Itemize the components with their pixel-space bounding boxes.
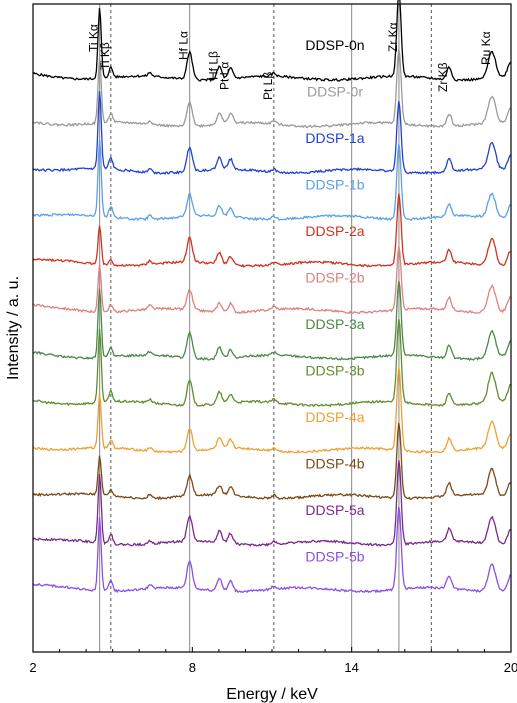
peak-label-1: Ti Kβ	[98, 42, 112, 70]
y-axis-title: Intensity / a. u.	[5, 276, 22, 380]
series-label-ddsp-5a: DDSP-5a	[305, 502, 364, 518]
spectrum-ddsp-1a	[32, 91, 512, 175]
series-label-ddsp-0r: DDSP-0r	[307, 84, 363, 100]
spectrum-ddsp-1b	[32, 139, 512, 222]
x-tick-label-14: 14	[344, 660, 358, 675]
spectrum-ddsp-4b	[32, 422, 512, 501]
spectra-series	[32, 0, 512, 594]
plot-frame	[32, 3, 512, 653]
spectrum-ddsp-0n	[32, 0, 512, 83]
series-label-ddsp-3a: DDSP-3a	[305, 316, 364, 332]
series-label-ddsp-5b: DDSP-5b	[305, 549, 364, 565]
series-label-ddsp-3b: DDSP-3b	[305, 363, 364, 379]
spectrum-ddsp-0r	[32, 48, 512, 129]
series-labels: DDSP-0n DDSP-0r DDSP-1a DDSP-1b DDSP-2a DDSP-…	[305, 37, 364, 565]
series-label-ddsp-1b: DDSP-1b	[305, 177, 364, 193]
spectrum-ddsp-5b	[32, 506, 512, 594]
series-label-ddsp-2b: DDSP-2b	[305, 270, 364, 286]
peak-label-3: Hf Lβ	[206, 51, 220, 80]
peak-label-2: Hf Lα	[177, 31, 191, 60]
series-label-ddsp-0n: DDSP-0n	[305, 37, 364, 53]
spectrum-ddsp-5a	[32, 460, 512, 547]
peak-label-5: Pt Lβ	[261, 72, 275, 100]
spectrum-ddsp-3b	[32, 318, 512, 408]
x-tick-label-20: 20	[504, 660, 517, 675]
spectrum-ddsp-2b	[32, 246, 512, 314]
peak-label-0: Ti Kα	[87, 24, 101, 52]
series-label-ddsp-4b: DDSP-4b	[305, 456, 364, 472]
spectrum-ddsp-3a	[32, 280, 512, 362]
peak-label-4: Pt Lα	[218, 62, 232, 90]
x-tick-label-2: 2	[29, 660, 36, 675]
series-label-ddsp-4a: DDSP-4a	[305, 409, 364, 425]
spectrum-ddsp-2a	[32, 193, 512, 268]
x-tick-label-8: 8	[189, 660, 196, 675]
spectrum-ddsp-4a	[32, 366, 512, 455]
peak-label-7: Zr Kβ	[436, 62, 450, 92]
series-label-ddsp-1a: DDSP-1a	[305, 130, 364, 146]
x-axis-ticks: 2 8 14 20	[29, 647, 517, 675]
peak-label-6: Zr Kα	[386, 22, 400, 52]
series-label-ddsp-2a: DDSP-2a	[305, 223, 364, 239]
reference-lines	[99, 4, 432, 652]
peak-label-8: Ru Kα	[479, 31, 493, 65]
x-axis-title: Energy / keV	[226, 686, 318, 703]
